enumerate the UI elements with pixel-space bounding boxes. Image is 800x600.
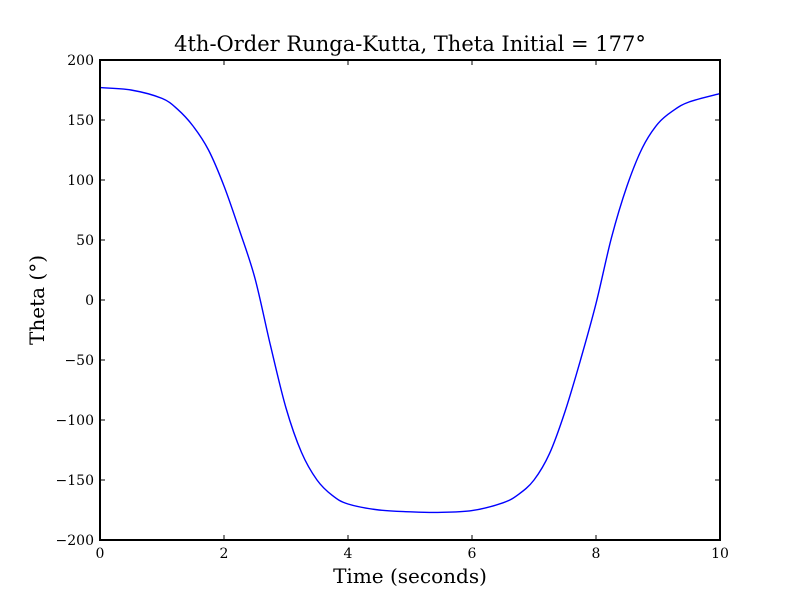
y-tick-label: 50 (76, 233, 94, 249)
y-tick-label: −50 (64, 353, 94, 369)
plot-layer: 0 2 4 6 8 10 −200 −150 −100 −50 0 50 100 150 200 (56, 53, 729, 562)
y-tick-label: −100 (56, 413, 94, 429)
y-tick-label: 0 (85, 293, 94, 309)
y-tick-label: 200 (67, 53, 94, 69)
chart-title: 4th-Order Runga-Kutta, Theta Initial = 1… (174, 32, 646, 56)
y-tick-label: 100 (67, 173, 94, 189)
x-tick-label: 4 (344, 546, 353, 562)
x-tick-label: 2 (220, 546, 229, 562)
x-tick-label: 6 (468, 546, 477, 562)
x-tick-label: 10 (711, 546, 729, 562)
series-line-0 (99, 86, 721, 514)
y-tick-label: −150 (56, 473, 94, 489)
x-tick-label: 0 (96, 546, 105, 562)
y-axis-label: Theta (°) (25, 255, 49, 345)
x-axis-label: Time (seconds) (333, 564, 487, 588)
x-tick-label: 8 (592, 546, 601, 562)
y-tick-label: 150 (67, 113, 94, 129)
y-tick-label: −200 (56, 533, 94, 549)
